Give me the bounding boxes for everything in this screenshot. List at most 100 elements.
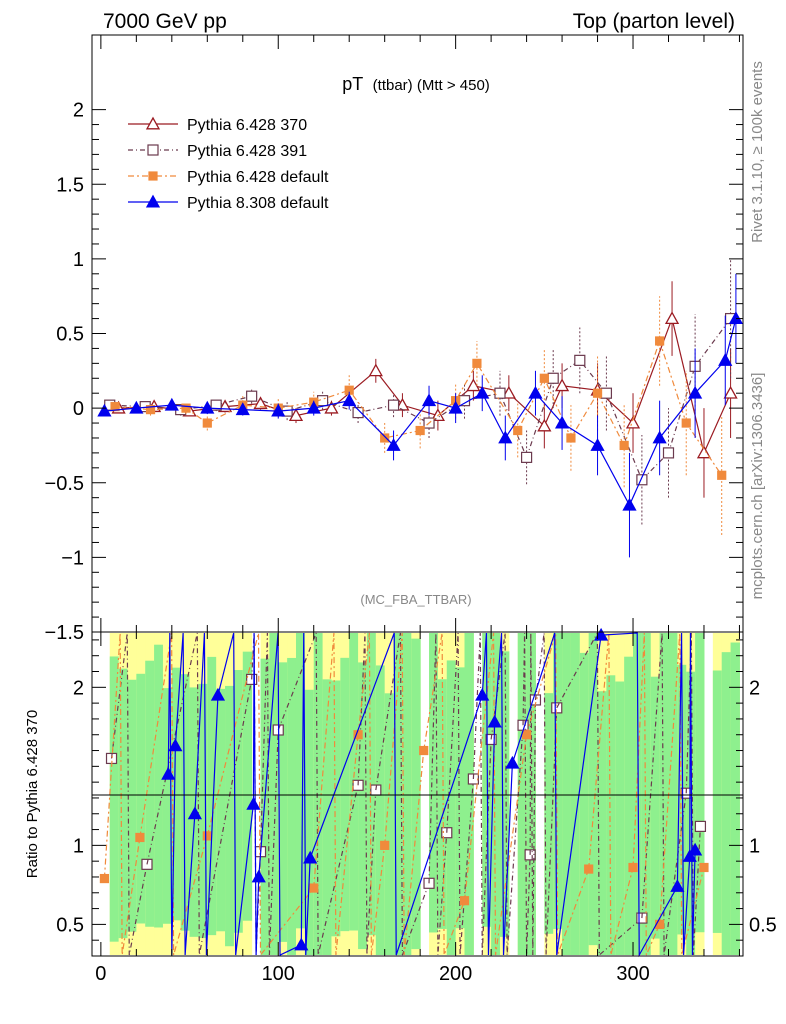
legend-marker [147,144,159,156]
ratio-x-tick-label: 0 [95,963,106,985]
data-point [380,433,390,443]
uncertainty-band-green [295,633,306,929]
uncertainty-band-green [225,685,235,947]
uncertainty-band-green [606,675,616,955]
data-point [271,403,286,417]
ratio-data-point [688,842,703,856]
series-line [109,318,732,481]
uncertainty-band-green [712,670,723,933]
uncertainty-band-green [198,683,208,939]
data-point [566,433,576,443]
data-point [501,385,516,399]
header-right: Top (parton level) [573,10,735,33]
data-point [202,418,212,428]
data-point [655,336,665,346]
ratio-series-line [194,632,219,956]
uncertainty-band-green [411,638,421,950]
legend-marker [148,171,158,181]
ratio-series-line [252,632,260,956]
data-point [466,378,481,392]
data-point [288,408,304,422]
ratio-series-line [522,632,531,956]
data-point [210,399,222,411]
ratio-series-line [300,632,311,956]
ratio-series-line [526,632,590,956]
ratio-series-line [472,632,492,956]
uncertainty-band-green [366,633,377,936]
data-point [253,396,268,410]
data-point [235,402,250,416]
ratio-series-line [529,632,537,956]
uncertainty-band-green [553,633,563,929]
ratio-series-line [206,632,315,957]
series-pythia-6-428-391 [104,258,737,525]
ratio-series-line [659,632,705,956]
ratio-series-line [641,632,687,956]
ratio-y-tick-label: 0.5 [56,914,84,936]
uncertainty-band-green [579,652,590,955]
uncertainty-band-green [313,633,324,955]
data-point [415,425,425,436]
uncertainty-band-green [260,658,270,955]
uncertainty-band-green [650,676,661,939]
legend-label: Pythia 8.308 default [187,195,329,212]
main-y-tick-label: −0.5 [45,473,84,495]
data-point [528,385,543,399]
ratio-series-line [384,632,425,956]
ratio-data-point [694,820,707,833]
data-point [386,438,401,451]
data-point [324,400,339,414]
data-point [352,407,364,419]
ratio-series-line [428,632,448,956]
main-panel: −1.5 −1 −0.5 0 0.5 1 1.5 2 pT (ttbar) (Mtt > 45… [45,34,744,644]
main-y-tick-label: 1.5 [56,174,84,196]
ratio-series-line [481,632,496,956]
ratio-series-line [357,632,386,956]
uncertainty-band-green [278,662,288,942]
data-point [200,400,215,414]
data-point [145,405,156,415]
data-point [448,400,463,414]
ratio-series-line [490,632,524,956]
uncertainty-band-green [162,688,173,924]
uncertainty-band-green [659,633,669,955]
uncertainty-band-green [145,660,155,927]
ratio-series-line [588,632,634,956]
uncertainty-band-green [588,633,599,946]
ratio-series-line [258,632,302,956]
uncertainty-band-green [464,633,474,955]
uncertainty-band-green [570,633,581,955]
ratio-series-line [685,632,702,956]
data-point [590,438,605,451]
legend-label: Pythia 6.428 391 [187,143,307,160]
data-point [475,385,490,399]
ratio-series-line [174,632,196,956]
data-point [718,353,733,366]
data-point [554,378,570,392]
data-point [574,354,586,366]
series-pythia-8-308-default [97,273,744,558]
legend: Pythia 6.428 370 Pythia 6.428 391 Pythia 6… [128,116,329,212]
uncertainty-band-green [455,667,466,929]
data-point [494,387,506,399]
uncertainty-band-green [118,668,128,939]
uncertainty-band-green [597,691,607,955]
data-point [652,430,667,444]
uncertainty-band-green [721,652,732,955]
uncertainty-band-green [322,679,332,955]
ratio-series-line [277,632,359,956]
uncertainty-band-green [109,656,120,942]
uncertainty-band-green [269,633,279,955]
data-point [625,415,641,429]
uncertainty-band-green [242,651,253,921]
ratio-series-line [494,632,514,956]
main-y-tick-label: 0 [73,398,84,420]
mcplots-label: mcplots.cern.ch [arXiv:1306.3436] [749,373,766,600]
ratio-series-line [446,632,474,956]
data-point [306,400,321,414]
ratio-series-line [259,632,279,956]
ratio-series-line [463,632,528,956]
ratio-y-tick-label: 1 [73,835,84,857]
ratio-y-tick-label-right: 0.5 [749,914,777,936]
